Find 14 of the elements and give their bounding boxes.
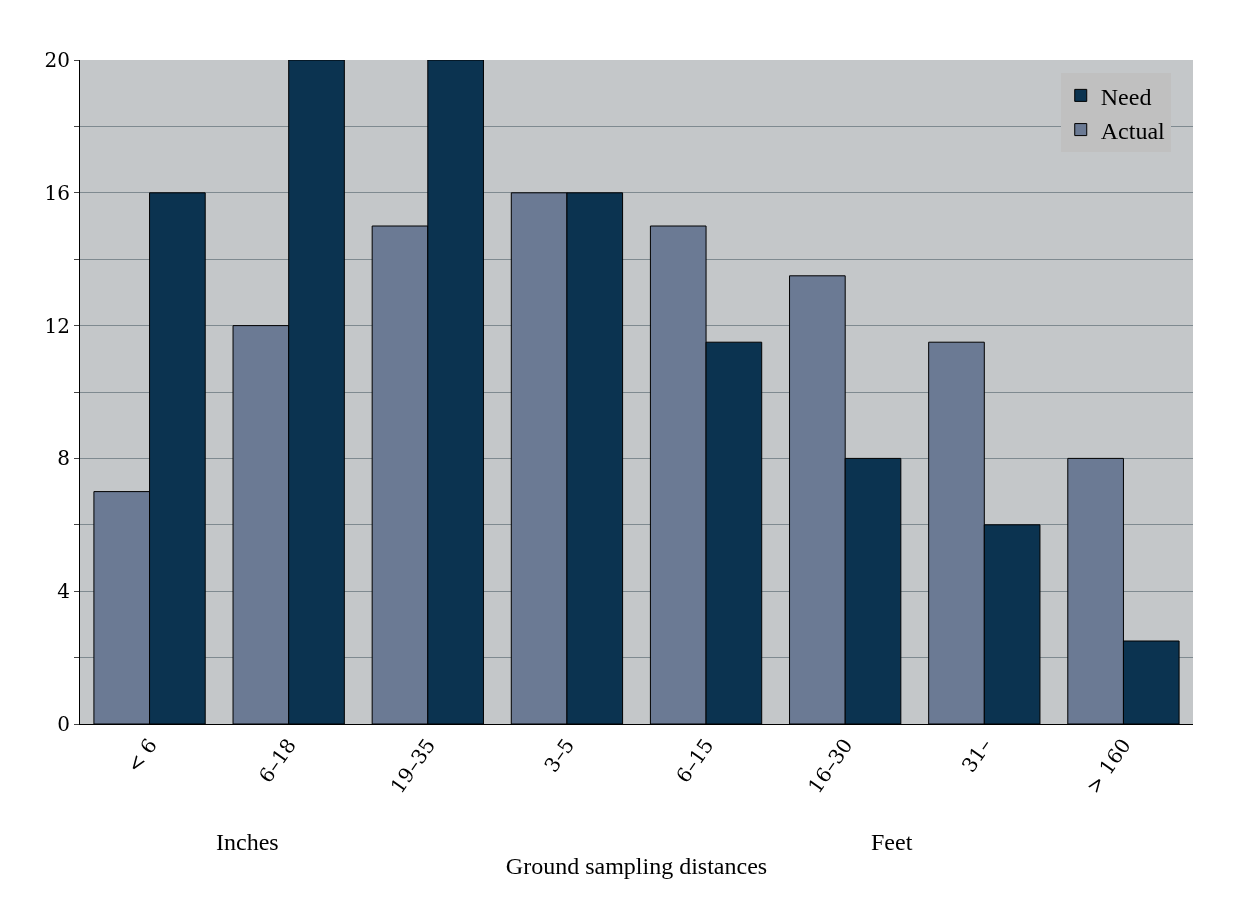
y-tick-label: 8 — [57, 446, 70, 471]
text: Feet — [871, 829, 913, 855]
x-axis-title: Ground sampling distances — [505, 853, 768, 880]
text: Inches — [216, 829, 279, 855]
legend-label: Need — [1100, 83, 1152, 110]
legend-label: Actual — [1100, 117, 1166, 144]
x-tick-label: 31– — [956, 733, 997, 777]
x-tick-label: 3–5 — [539, 733, 580, 777]
y-tick-label: 20 — [44, 48, 70, 72]
y-tick-label: 0 — [57, 712, 70, 736]
y-tick-label: 16 — [44, 180, 70, 205]
x-tick-label: < 6 — [121, 733, 162, 777]
y-tick-label: 12 — [44, 313, 70, 338]
y-tick-label: 4 — [57, 579, 70, 604]
